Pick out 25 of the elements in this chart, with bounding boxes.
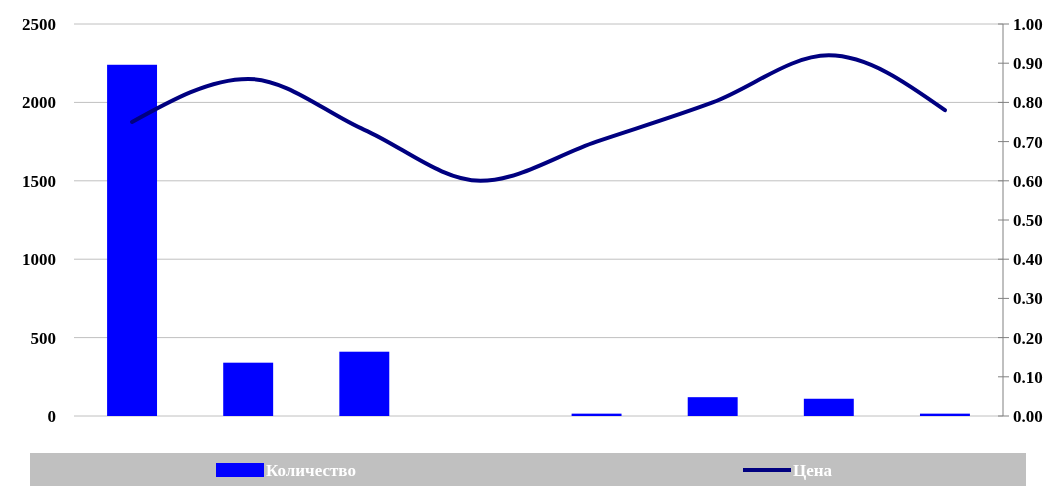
line-series (130, 53, 947, 183)
y2-tick-label: 0.30 (1013, 289, 1043, 309)
y2-tick-label: 0.80 (1013, 93, 1043, 113)
bar (339, 351, 390, 416)
bar (803, 398, 854, 416)
y-tick-label: 1000 (22, 250, 56, 270)
bar (107, 64, 158, 416)
legend-label: Количество (266, 460, 356, 480)
y-tick-label: 1500 (22, 171, 56, 191)
y2-tick-label: 1.00 (1013, 14, 1043, 34)
y-tick-label: 2000 (22, 93, 56, 113)
y2-tick-label: 0.40 (1013, 250, 1043, 270)
y2-tick-label: 0.50 (1013, 210, 1043, 230)
y-tick-label: 0 (47, 406, 56, 426)
y2-tick-label: 0.20 (1013, 328, 1043, 348)
y-tick-label: 2500 (22, 14, 56, 34)
y-tick-label: 500 (30, 328, 56, 348)
y2-tick-label: 0.90 (1013, 54, 1043, 74)
y2-tick-label: 0.00 (1013, 406, 1043, 426)
y2-tick-label: 0.10 (1013, 367, 1043, 387)
bar (223, 362, 274, 416)
y2-tick-label: 0.70 (1013, 132, 1043, 152)
legend-label: Цена (793, 460, 833, 480)
bar (687, 397, 738, 416)
y2-tick-label: 0.60 (1013, 171, 1043, 191)
